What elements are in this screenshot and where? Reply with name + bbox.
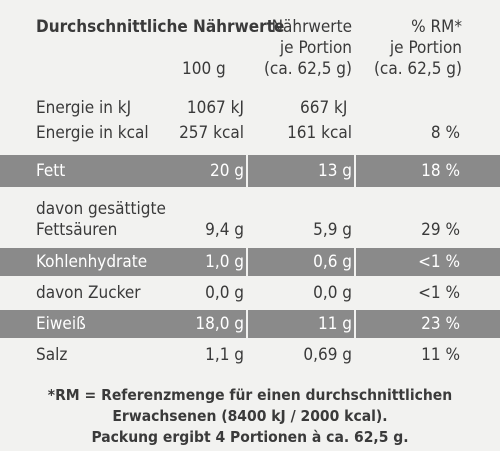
footnote-line-2: Erwachsenen (8400 kJ / 2000 kcal). <box>112 407 388 425</box>
row-value-100g: 0,0 g <box>205 283 244 303</box>
footnote-line-1: *RM = Referenzmenge für einen durchschni… <box>47 386 453 404</box>
row-value-portion: 0,6 g <box>313 252 352 272</box>
row-value-100g: 18,0 g <box>195 314 244 334</box>
row-value-portion: 11 g <box>317 314 352 334</box>
col-header-portion-3: (ca. 62,5 g) <box>263 59 352 79</box>
column-divider <box>246 155 248 187</box>
row-label-eiweiss: Eiweiß <box>36 314 86 334</box>
row-value-portion: 667 kJ <box>300 98 348 118</box>
row-value-rm: 8 % <box>430 123 460 143</box>
column-divider <box>246 248 248 276</box>
row-value-portion: 0,69 g <box>303 345 352 365</box>
col-header-100g: 100 g <box>182 59 226 79</box>
row-label-energie-kcal: Energie in kcal <box>36 123 149 143</box>
row-label-kohlenhydrate: Kohlenhydrate <box>36 252 148 272</box>
row-band-kohlenhydrate: Kohlenhydrate 1,0 g 0,6 g <1 % <box>0 248 500 276</box>
row-value-portion: 0,0 g <box>313 283 352 303</box>
table-title: Durchschnittliche Nährwerte <box>36 17 285 37</box>
row-value-rm: <1 % <box>418 252 460 272</box>
col-header-rm-1: % RM* <box>411 17 462 37</box>
col-header-portion-2: je Portion <box>279 38 352 58</box>
row-value-portion: 5,9 g <box>313 220 352 240</box>
row-value-100g: 20 g <box>209 161 244 181</box>
column-divider <box>246 310 248 338</box>
row-value-rm: 23 % <box>421 314 460 334</box>
row-value-100g: 9,4 g <box>205 220 244 240</box>
row-label-energie-kj: Energie in kJ <box>36 98 132 118</box>
row-value-rm: 29 % <box>421 220 460 240</box>
row-label-salz: Salz <box>36 345 68 365</box>
column-divider <box>354 310 356 338</box>
col-header-rm-3: (ca. 62,5 g) <box>373 59 462 79</box>
row-label-gesaettigte-1: davon gesättigte <box>36 199 166 219</box>
row-value-portion: 161 kcal <box>287 123 352 143</box>
row-value-100g: 257 kcal <box>179 123 244 143</box>
col-header-portion-1: Nährwerte <box>271 17 352 37</box>
row-band-fett: Fett 20 g 13 g 18 % <box>0 155 500 187</box>
row-value-100g: 1,1 g <box>205 345 244 365</box>
footnote-line-3: Packung ergibt 4 Portionen à ca. 62,5 g. <box>91 428 409 446</box>
row-value-rm: 18 % <box>421 161 460 181</box>
row-label-zucker: davon Zucker <box>36 283 141 303</box>
column-divider <box>354 155 356 187</box>
row-band-eiweiss: Eiweiß 18,0 g 11 g 23 % <box>0 310 500 338</box>
column-divider <box>354 248 356 276</box>
row-label-gesaettigte-2: Fettsäuren <box>36 220 118 240</box>
row-value-100g: 1067 kJ <box>186 98 244 118</box>
row-value-100g: 1,0 g <box>205 252 244 272</box>
row-label-fett: Fett <box>36 161 66 181</box>
row-value-rm: 11 % <box>421 345 460 365</box>
row-value-portion: 13 g <box>317 161 352 181</box>
col-header-rm-2: je Portion <box>389 38 462 58</box>
row-value-rm: <1 % <box>418 283 460 303</box>
